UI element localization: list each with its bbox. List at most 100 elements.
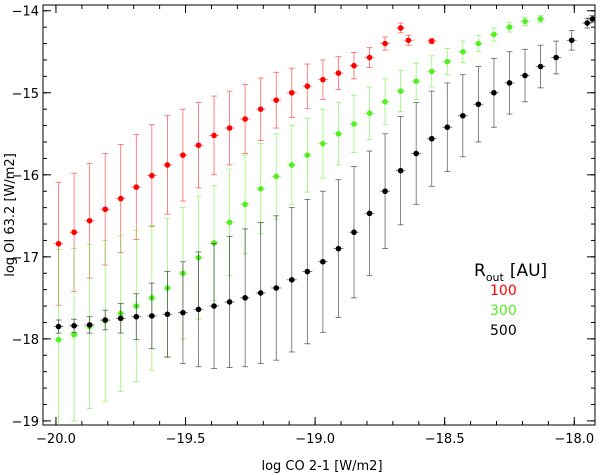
data-point xyxy=(226,299,233,305)
data-point xyxy=(382,40,388,47)
plot-frame xyxy=(42,4,596,426)
data-point xyxy=(397,88,404,94)
y-tick-label: −19 xyxy=(12,415,39,430)
data-point xyxy=(273,97,280,103)
data-point xyxy=(475,101,482,108)
data-point xyxy=(304,268,311,275)
y-tick-label: −17 xyxy=(12,251,39,266)
legend-title: Rout [AU] xyxy=(474,261,547,284)
data-point xyxy=(413,78,419,85)
data-point xyxy=(242,116,248,122)
data-point xyxy=(133,184,140,190)
data-point xyxy=(491,89,497,96)
data-point xyxy=(211,303,217,309)
data-point xyxy=(537,16,544,22)
data-point xyxy=(304,83,311,90)
x-axis-title: log CO 2-1 [W/m2] xyxy=(261,459,382,474)
data-point xyxy=(180,152,186,158)
data-point xyxy=(382,98,388,105)
data-point xyxy=(288,162,295,168)
data-point xyxy=(382,188,388,195)
data-point xyxy=(102,317,108,323)
y-tick-label: −14 xyxy=(12,5,39,20)
data-point xyxy=(71,331,77,338)
x-axis: −20.0 −19.5 −19.0 −18.5 −18.0 xyxy=(36,5,594,447)
y-axis: −19 −18 −17 −16 −15 −14 xyxy=(12,5,595,430)
data-point xyxy=(164,311,171,318)
data-point xyxy=(257,106,264,112)
data-point xyxy=(71,229,77,236)
legend-title-sub: out xyxy=(486,271,505,284)
data-point xyxy=(428,135,435,142)
x-tick-label: −18.0 xyxy=(554,432,594,447)
data-point xyxy=(195,306,202,313)
data-point xyxy=(180,309,186,316)
data-point xyxy=(351,121,357,127)
legend-entry-500: 500 xyxy=(490,323,517,339)
data-point xyxy=(568,37,575,44)
x-tick-label: −19.5 xyxy=(166,432,206,447)
y-tick-label: −16 xyxy=(12,169,39,184)
data-point xyxy=(226,125,233,131)
data-point xyxy=(304,152,311,158)
data-point xyxy=(55,240,62,247)
data-point xyxy=(320,140,326,147)
data-point xyxy=(86,322,93,328)
data-point xyxy=(117,195,124,202)
data-series xyxy=(53,15,595,425)
legend-title-main: R xyxy=(474,261,486,281)
data-point xyxy=(211,132,217,139)
data-point xyxy=(335,70,342,76)
series-500 xyxy=(53,15,595,369)
data-point xyxy=(537,63,544,70)
data-point xyxy=(522,72,528,79)
data-point xyxy=(460,48,466,55)
data-point xyxy=(257,290,264,296)
data-point xyxy=(366,210,373,217)
data-point xyxy=(460,112,466,119)
y-tick-label: −15 xyxy=(12,87,39,102)
data-point xyxy=(506,80,513,86)
data-point xyxy=(55,323,62,330)
data-point xyxy=(288,277,295,283)
data-point xyxy=(86,217,93,224)
y-tick-label: −18 xyxy=(12,333,39,348)
data-point xyxy=(506,24,513,30)
data-point xyxy=(397,167,404,174)
data-point xyxy=(366,54,373,61)
legend-title-unit: [AU] xyxy=(510,261,547,281)
data-point xyxy=(164,162,171,168)
data-point xyxy=(366,110,373,117)
data-point xyxy=(351,62,357,69)
data-point xyxy=(335,130,342,137)
data-point xyxy=(444,58,451,65)
data-point xyxy=(405,37,412,44)
data-point xyxy=(242,295,248,301)
y-axis-title: log OI 63.2 [W/m2] xyxy=(3,153,18,277)
x-tick-label: −19.0 xyxy=(295,432,335,447)
data-point xyxy=(71,322,77,329)
data-point xyxy=(335,245,342,252)
data-point xyxy=(320,76,326,83)
data-point xyxy=(522,18,528,25)
data-point xyxy=(273,173,280,180)
data-point xyxy=(413,150,419,157)
data-point xyxy=(491,31,497,38)
data-point xyxy=(428,38,435,44)
data-point xyxy=(149,313,155,319)
x-tick-label: −20.0 xyxy=(36,432,76,447)
data-point xyxy=(226,219,233,226)
data-point xyxy=(320,258,326,265)
data-point xyxy=(428,68,435,75)
data-point xyxy=(584,20,591,26)
data-point xyxy=(117,315,124,322)
data-point xyxy=(397,25,404,31)
data-point xyxy=(257,185,264,192)
data-point xyxy=(553,54,559,61)
data-point xyxy=(149,172,155,179)
data-point xyxy=(444,124,451,131)
data-point xyxy=(55,336,62,343)
x-tick-label: −18.5 xyxy=(425,432,465,447)
legend-entry-100: 100 xyxy=(490,283,517,299)
